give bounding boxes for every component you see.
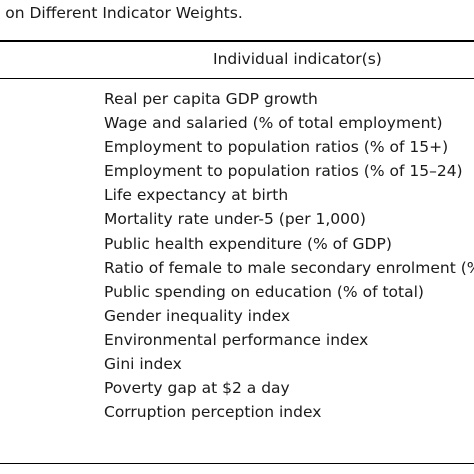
indicator-item: Poverty gap at $2 a day — [104, 379, 290, 398]
indicator-item: Life expectancy at birth — [104, 186, 289, 205]
indicator-list: Real per capita GDP growth Wage and sala… — [104, 87, 474, 424]
header-rule — [0, 78, 474, 79]
indicator-item: Public health expenditure (% of GDP) — [104, 234, 392, 253]
table-caption: l on Different Indicator Weights. — [0, 4, 243, 22]
indicator-item: Employment to population ratios (% of 15… — [104, 162, 463, 181]
indicator-item: Employment to population ratios (% of 15… — [104, 138, 449, 157]
column-header-individual-indicators: Individual indicator(s) — [213, 50, 382, 68]
indicator-item: Wage and salaried (% of total employment… — [104, 114, 443, 133]
indicator-item: Ratio of female to male secondary enrolm… — [104, 258, 474, 277]
indicator-item: Gender inequality index — [104, 306, 291, 325]
bottom-rule — [0, 463, 474, 464]
indicator-item: Mortality rate under-5 (per 1,000) — [104, 210, 366, 229]
indicator-item: Environmental performance index — [104, 330, 369, 349]
top-rule — [0, 40, 474, 42]
indicator-item: Corruption perception index — [104, 403, 322, 422]
indicator-item: Gini index — [104, 355, 182, 374]
indicator-item: Public spending on education (% of total… — [104, 282, 424, 301]
indicator-item: Real per capita GDP growth — [104, 90, 318, 108]
